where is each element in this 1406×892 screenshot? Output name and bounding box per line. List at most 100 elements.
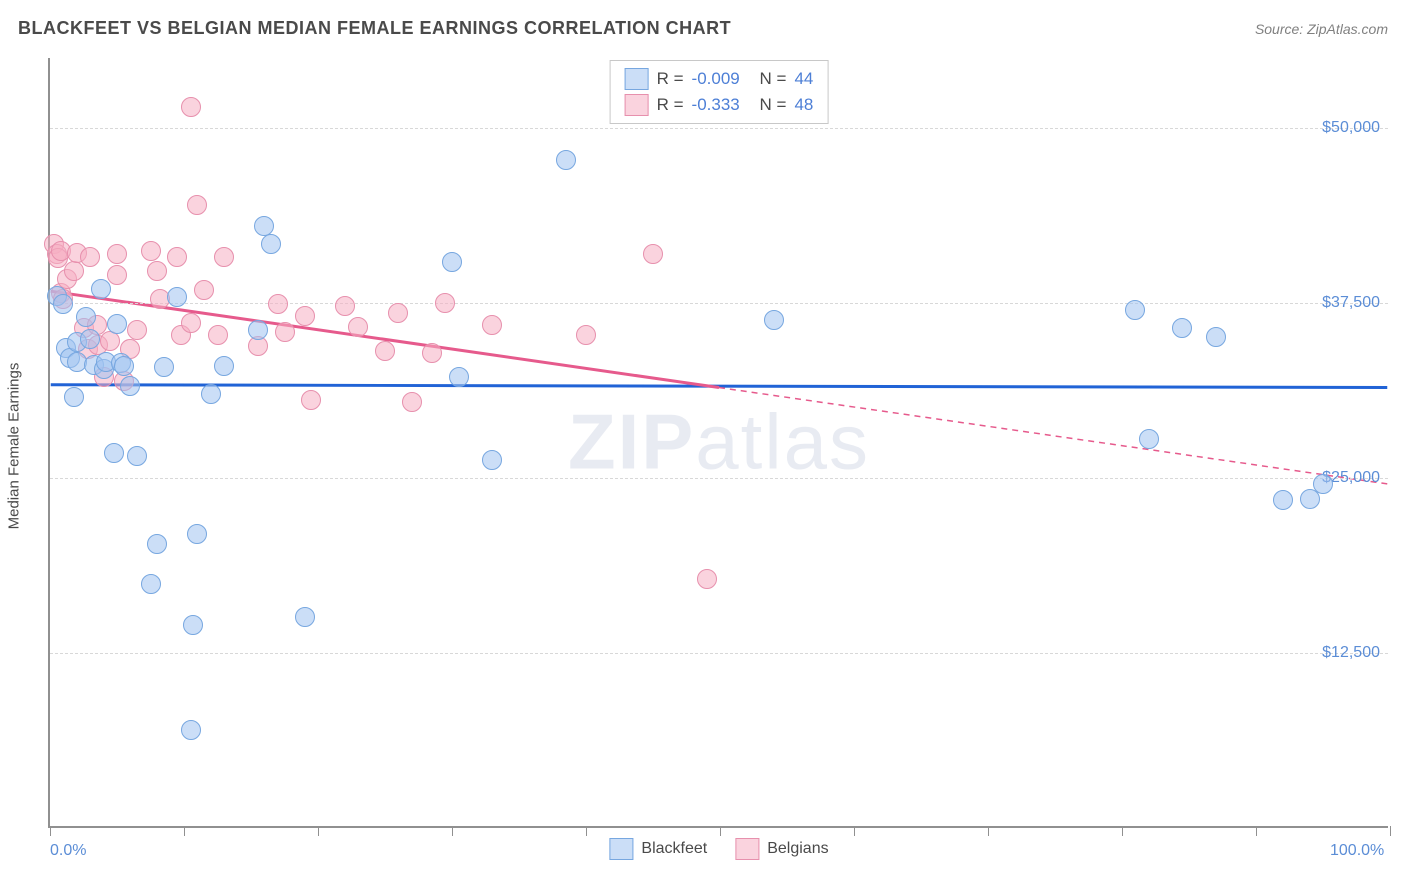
r-value-0: -0.009 bbox=[692, 69, 752, 89]
x-tick bbox=[1390, 826, 1391, 836]
data-point bbox=[482, 315, 502, 335]
x-tick bbox=[586, 826, 587, 836]
data-point bbox=[482, 450, 502, 470]
chart-container: BLACKFEET VS BELGIAN MEDIAN FEMALE EARNI… bbox=[0, 0, 1406, 892]
trendlines-layer bbox=[50, 58, 1388, 826]
data-point bbox=[442, 252, 462, 272]
data-point bbox=[107, 244, 127, 264]
data-point bbox=[127, 446, 147, 466]
y-tick-label: $12,500 bbox=[1322, 644, 1380, 662]
data-point bbox=[449, 367, 469, 387]
data-point bbox=[1172, 318, 1192, 338]
data-point bbox=[1206, 327, 1226, 347]
data-point bbox=[80, 247, 100, 267]
data-point bbox=[147, 534, 167, 554]
x-tick-label: 0.0% bbox=[50, 842, 86, 860]
x-tick bbox=[50, 826, 51, 836]
data-point bbox=[348, 317, 368, 337]
data-point bbox=[64, 387, 84, 407]
data-point bbox=[107, 265, 127, 285]
data-point bbox=[147, 261, 167, 281]
data-point bbox=[402, 392, 422, 412]
data-point bbox=[1313, 474, 1333, 494]
data-point bbox=[181, 720, 201, 740]
data-point bbox=[53, 294, 73, 314]
data-point bbox=[201, 384, 221, 404]
data-point bbox=[422, 343, 442, 363]
data-point bbox=[435, 293, 455, 313]
x-tick bbox=[1122, 826, 1123, 836]
data-point bbox=[183, 615, 203, 635]
data-point bbox=[127, 320, 147, 340]
chart-title: BLACKFEET VS BELGIAN MEDIAN FEMALE EARNI… bbox=[18, 18, 731, 39]
data-point bbox=[107, 314, 127, 334]
legend-label-1: Belgians bbox=[767, 840, 828, 858]
r-label: R = bbox=[657, 95, 684, 115]
watermark-light: atlas bbox=[695, 398, 870, 486]
x-tick bbox=[988, 826, 989, 836]
data-point bbox=[275, 322, 295, 342]
data-point bbox=[104, 443, 124, 463]
data-point bbox=[301, 390, 321, 410]
data-point bbox=[64, 261, 84, 281]
gridline bbox=[50, 303, 1388, 304]
data-point bbox=[295, 607, 315, 627]
data-point bbox=[208, 325, 228, 345]
plot-area: ZIPatlas R = -0.009 N = 44 R = -0.333 N … bbox=[48, 58, 1388, 828]
r-label: R = bbox=[657, 69, 684, 89]
x-tick bbox=[854, 826, 855, 836]
legend-series: Blackfeet Belgians bbox=[609, 838, 828, 860]
chart-source: Source: ZipAtlas.com bbox=[1255, 21, 1388, 37]
x-tick bbox=[1256, 826, 1257, 836]
data-point bbox=[187, 195, 207, 215]
gridline bbox=[50, 478, 1388, 479]
data-point bbox=[80, 329, 100, 349]
legend-item-0: Blackfeet bbox=[609, 838, 707, 860]
r-value-1: -0.333 bbox=[692, 95, 752, 115]
n-label: N = bbox=[760, 95, 787, 115]
legend-stats-row-1: R = -0.333 N = 48 bbox=[625, 92, 814, 118]
data-point bbox=[388, 303, 408, 323]
data-point bbox=[248, 320, 268, 340]
data-point bbox=[268, 294, 288, 314]
data-point bbox=[261, 234, 281, 254]
n-value-1: 48 bbox=[794, 95, 813, 115]
data-point bbox=[167, 287, 187, 307]
data-point bbox=[576, 325, 596, 345]
data-point bbox=[214, 247, 234, 267]
x-tick bbox=[184, 826, 185, 836]
x-tick bbox=[452, 826, 453, 836]
data-point bbox=[335, 296, 355, 316]
data-point bbox=[1139, 429, 1159, 449]
legend-swatch-bottom-1 bbox=[735, 838, 759, 860]
data-point bbox=[181, 313, 201, 333]
data-point bbox=[187, 524, 207, 544]
y-tick-label: $37,500 bbox=[1322, 294, 1380, 312]
data-point bbox=[1125, 300, 1145, 320]
data-point bbox=[141, 574, 161, 594]
watermark-bold: ZIP bbox=[568, 398, 695, 486]
data-point bbox=[120, 376, 140, 396]
x-tick bbox=[318, 826, 319, 836]
watermark: ZIPatlas bbox=[568, 397, 870, 488]
x-tick-label: 100.0% bbox=[1330, 842, 1384, 860]
gridline bbox=[50, 653, 1388, 654]
legend-swatch-0 bbox=[625, 68, 649, 90]
chart-header: BLACKFEET VS BELGIAN MEDIAN FEMALE EARNI… bbox=[18, 18, 1388, 39]
data-point bbox=[181, 97, 201, 117]
data-point bbox=[1273, 490, 1293, 510]
trendline-solid bbox=[51, 385, 1388, 388]
gridline bbox=[50, 128, 1388, 129]
data-point bbox=[254, 216, 274, 236]
data-point bbox=[114, 356, 134, 376]
n-label: N = bbox=[760, 69, 787, 89]
data-point bbox=[764, 310, 784, 330]
y-tick-label: $50,000 bbox=[1322, 119, 1380, 137]
data-point bbox=[556, 150, 576, 170]
data-point bbox=[141, 241, 161, 261]
data-point bbox=[643, 244, 663, 264]
n-value-0: 44 bbox=[794, 69, 813, 89]
legend-item-1: Belgians bbox=[735, 838, 828, 860]
data-point bbox=[154, 357, 174, 377]
legend-swatch-bottom-0 bbox=[609, 838, 633, 860]
